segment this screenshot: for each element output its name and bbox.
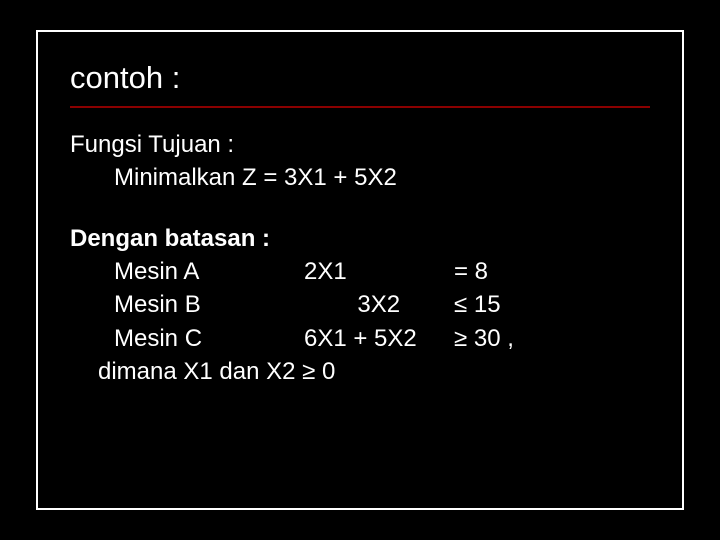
nonnegativity: dimana X1 dan X2 ≥ 0 bbox=[70, 355, 650, 388]
constraint-label: Mesin A bbox=[114, 255, 304, 288]
constraint-expr: 6X1 + 5X2 bbox=[304, 322, 454, 355]
constraint-op: = 8 bbox=[454, 255, 488, 288]
slide-title: contoh : bbox=[70, 60, 650, 108]
constraint-label: Mesin C bbox=[114, 322, 304, 355]
slide-card: contoh : Fungsi Tujuan : Minimalkan Z = … bbox=[36, 30, 684, 510]
objective-label: Fungsi Tujuan : bbox=[70, 128, 650, 161]
constraint-op: ≤ 15 bbox=[454, 288, 501, 321]
constraint-expr: 3X2 bbox=[304, 288, 454, 321]
objective-equation: Minimalkan Z = 3X1 + 5X2 bbox=[70, 161, 650, 194]
constraint-row: Mesin A 2X1 = 8 bbox=[70, 255, 650, 288]
constraint-op: ≥ 30 , bbox=[454, 322, 514, 355]
constraint-row: Mesin B 3X2 ≤ 15 bbox=[70, 288, 650, 321]
objective-section: Fungsi Tujuan : Minimalkan Z = 3X1 + 5X2 bbox=[70, 128, 650, 194]
constraints-heading: Dengan batasan : bbox=[70, 222, 650, 255]
constraints-section: Dengan batasan : Mesin A 2X1 = 8 Mesin B… bbox=[70, 222, 650, 388]
constraint-row: Mesin C 6X1 + 5X2 ≥ 30 , bbox=[70, 322, 650, 355]
constraint-label: Mesin B bbox=[114, 288, 304, 321]
constraint-expr: 2X1 bbox=[304, 255, 454, 288]
